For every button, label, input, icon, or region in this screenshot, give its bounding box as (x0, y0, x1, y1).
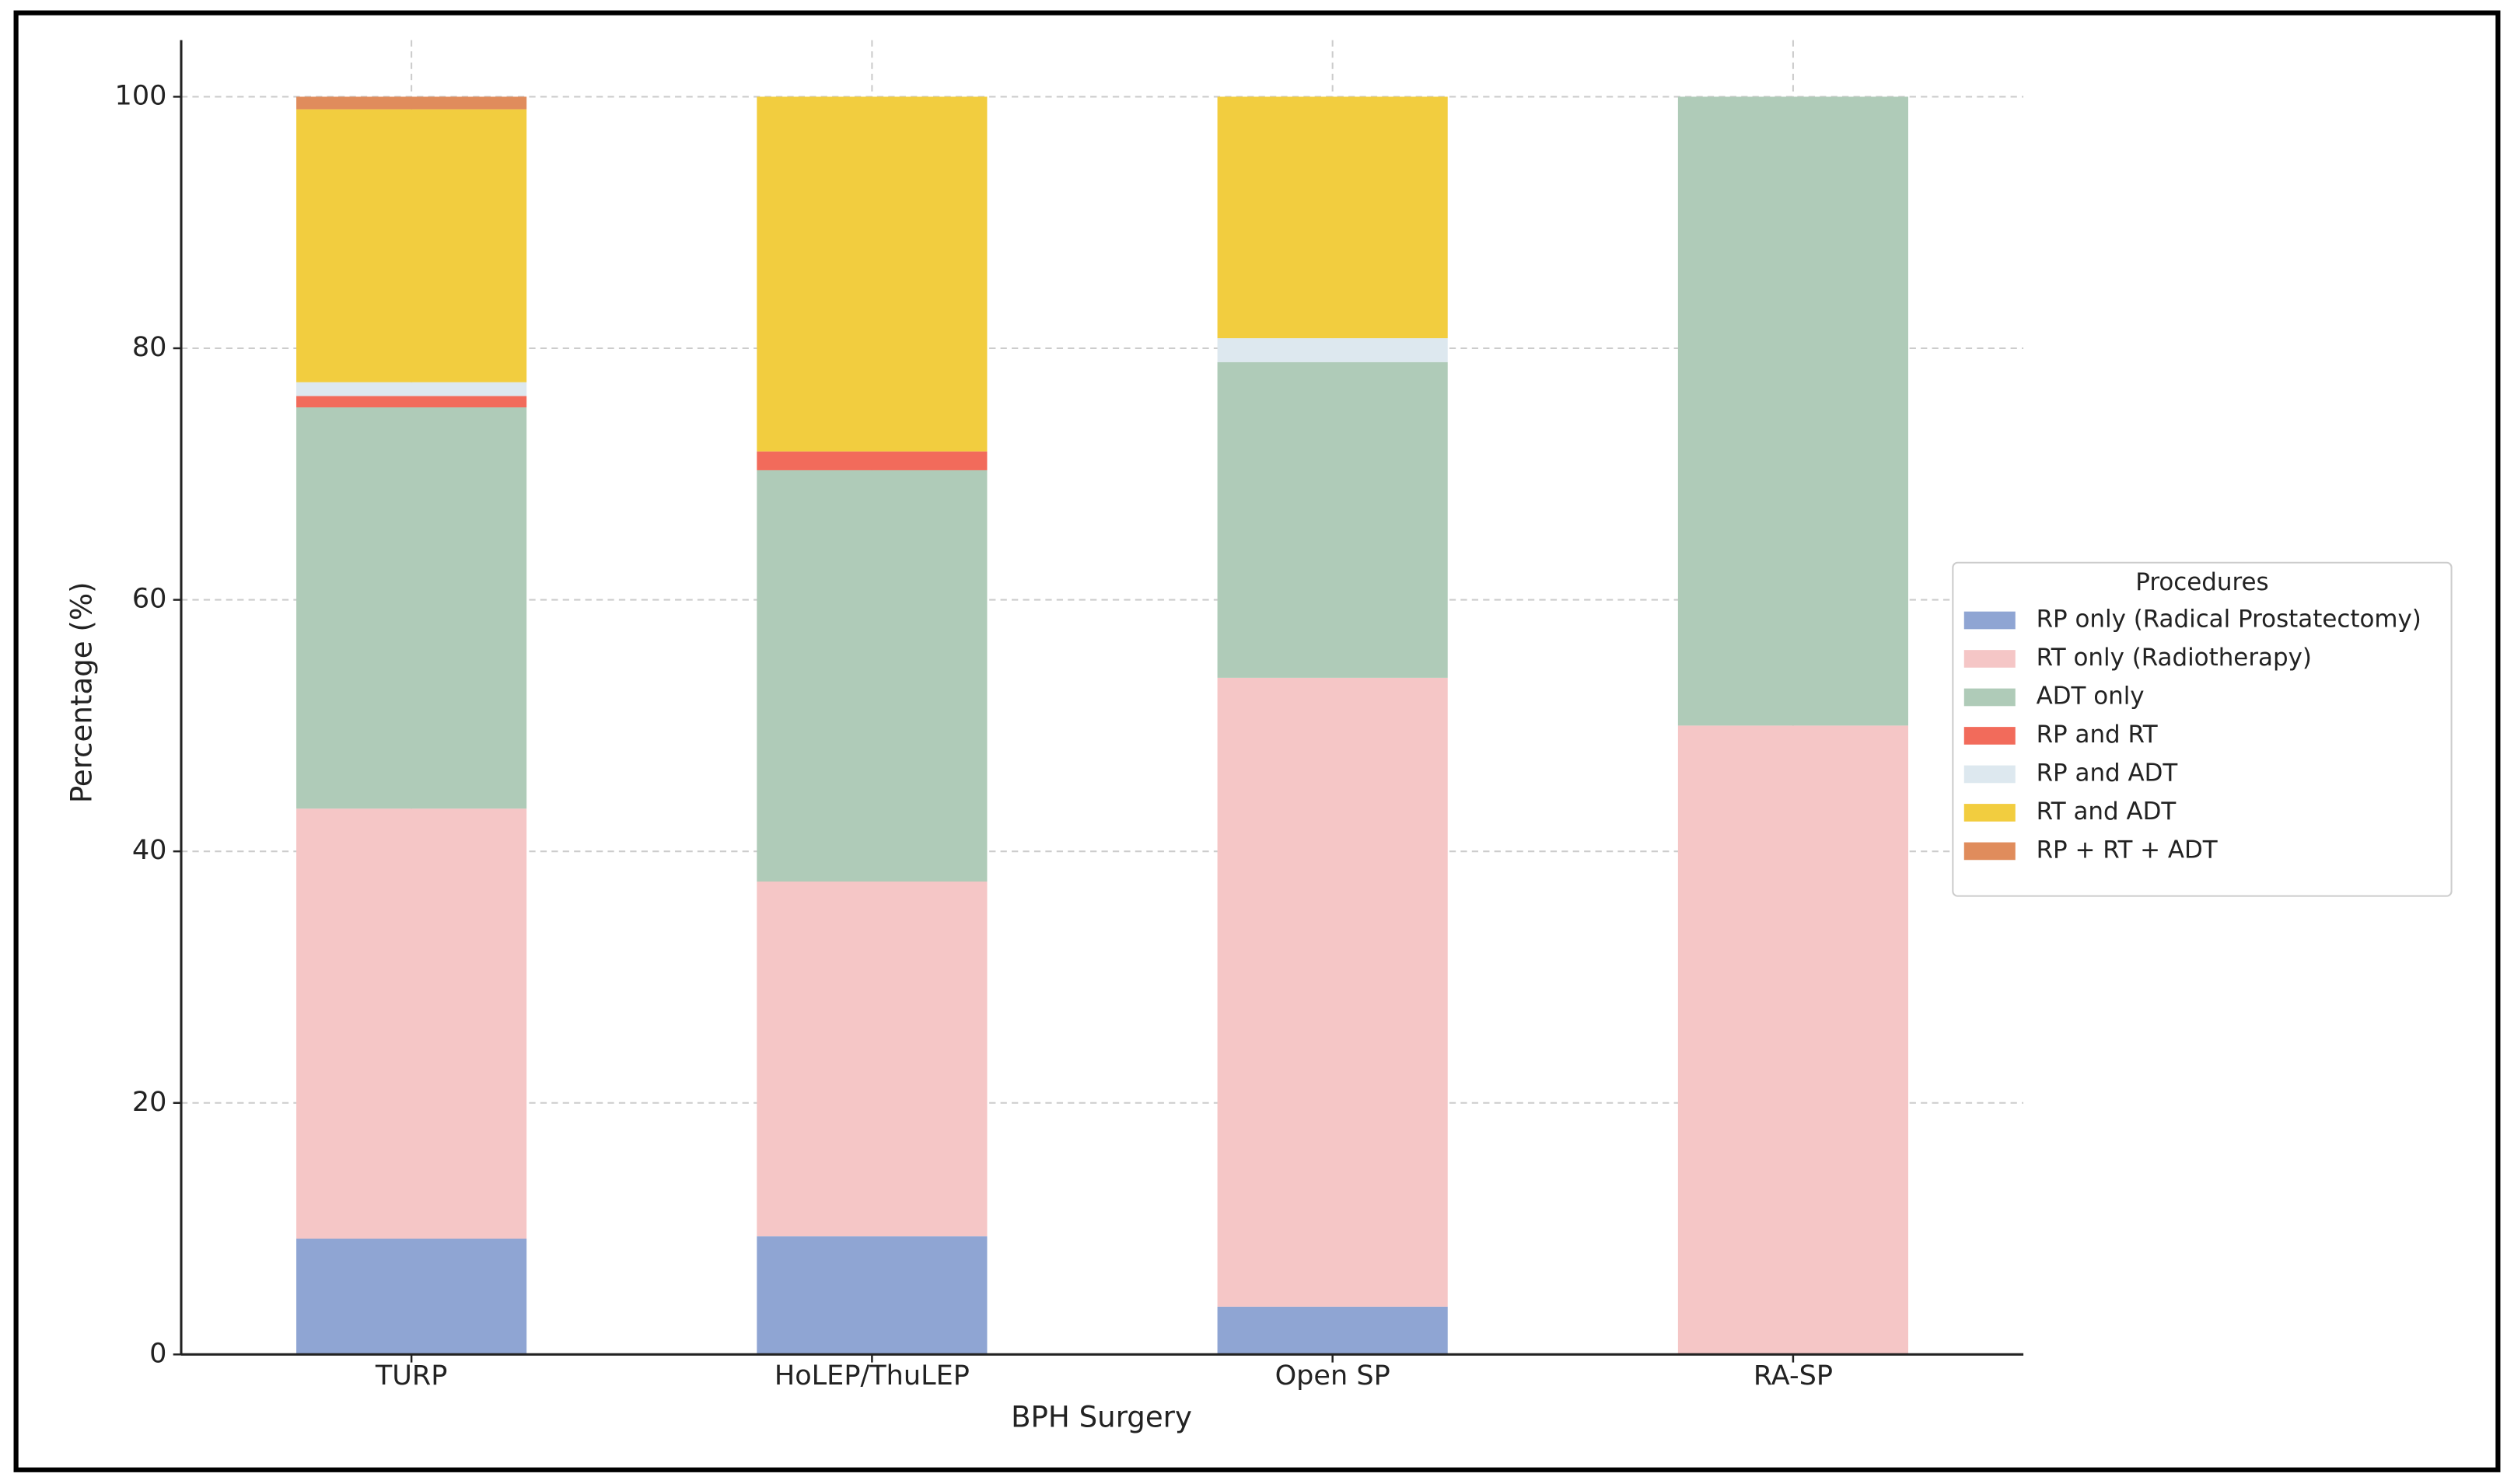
y-tick-label: 0 (149, 1337, 166, 1369)
legend-label: RP and ADT (2037, 759, 2178, 787)
y-tick-label: 80 (132, 331, 167, 363)
legend-swatch (1963, 804, 2016, 822)
bar-segment (296, 808, 527, 1239)
bar-segment (757, 451, 988, 470)
bar-segment (1217, 96, 1448, 339)
legend: Procedures RP only (Radical Prostatectomy… (1952, 561, 2453, 897)
x-tick-label: HoLEP/ThuLEP (774, 1360, 970, 1391)
x-tick-label: Open SP (1275, 1360, 1390, 1391)
legend-swatch (1963, 650, 2016, 668)
x-axis-label: BPH Surgery (1011, 1400, 1192, 1433)
bar-segment (296, 382, 527, 396)
legend-box (1952, 561, 2453, 897)
legend-swatch (1963, 765, 2016, 784)
y-tick-label: 100 (115, 79, 167, 111)
bar-segment (1217, 361, 1448, 678)
bar-segment (757, 1236, 988, 1355)
legend-label: RP and RT (2037, 721, 2158, 749)
y-tick-label: 60 (132, 583, 167, 615)
bar-segment (296, 396, 527, 408)
bars (296, 96, 1909, 1355)
bar-segment (757, 470, 988, 882)
legend-label: RP only (Radical Prostatectomy) (2037, 606, 2421, 634)
legend-label: RT only (Radiotherapy) (2037, 644, 2312, 672)
y-tick-label: 40 (132, 834, 167, 866)
bar-segment (757, 96, 988, 452)
bar-segment (1677, 725, 1909, 1355)
bar-segment (1217, 677, 1448, 1307)
legend-swatch (1963, 611, 2016, 630)
bar-segment (1217, 338, 1448, 362)
bar-segment (296, 1238, 527, 1355)
bar-segment (1217, 1306, 1448, 1355)
y-axis-label: Percentage (%) (65, 581, 99, 803)
y-tick-label: 20 (132, 1086, 167, 1118)
legend-swatch (1963, 842, 2016, 861)
bar-segment (296, 96, 527, 110)
bar-segment (296, 407, 527, 809)
legend-label: RT and ADT (2037, 798, 2177, 826)
legend-swatch (1963, 727, 2016, 745)
bar-segment (296, 109, 527, 382)
legend-title: Procedures (2135, 568, 2268, 596)
bar-segment (1677, 96, 1909, 726)
x-tick-label: TURP (375, 1360, 448, 1391)
legend-label: ADT only (2037, 682, 2145, 710)
legend-label: RP + RT + ADT (2037, 836, 2218, 864)
bar-segment (757, 881, 988, 1237)
x-tick-label: RA-SP (1754, 1360, 1833, 1391)
legend-swatch (1963, 688, 2016, 707)
